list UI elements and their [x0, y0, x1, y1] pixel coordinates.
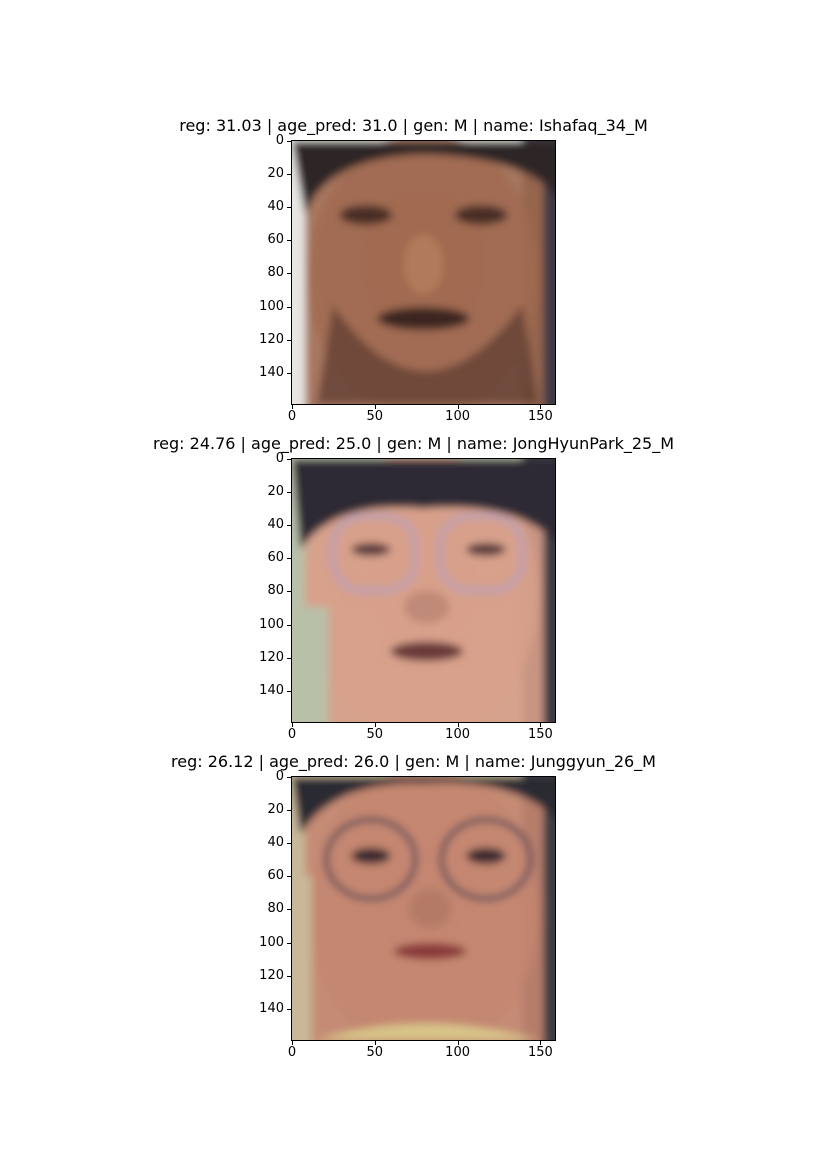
y-tick-label: 100	[259, 616, 284, 632]
y-tick-mark	[287, 492, 291, 494]
y-tick-label: 40	[267, 517, 284, 533]
y-tick-label: 140	[259, 364, 284, 380]
y-tick-label: 40	[267, 835, 284, 851]
face-photo	[292, 141, 555, 404]
x-tick-mark	[374, 1041, 376, 1045]
face-photo	[292, 777, 555, 1040]
y-tick-mark	[287, 459, 291, 460]
y-tick-mark	[287, 306, 291, 308]
x-tick-mark	[540, 723, 542, 727]
y-tick-mark	[287, 174, 291, 176]
y-tick-label: 20	[267, 802, 284, 818]
y-tick-mark	[287, 777, 291, 778]
y-tick-label: 0	[275, 133, 284, 148]
y-tick-label: 60	[267, 550, 284, 566]
y-tick-mark	[287, 240, 291, 242]
panel-title: reg: 26.12 | age_pred: 26.0 | gen: M | n…	[171, 752, 656, 771]
y-tick-mark	[287, 690, 291, 692]
x-tick-mark	[292, 405, 293, 409]
y-tick-mark	[287, 1008, 291, 1010]
y-tick-label: 80	[267, 265, 284, 281]
y-tick-mark	[287, 876, 291, 878]
y-tick-label: 120	[259, 331, 284, 347]
x-tick-label: 150	[527, 1045, 553, 1060]
x-tick-mark	[540, 405, 542, 409]
y-tick-label: 20	[267, 166, 284, 182]
y-tick-mark	[287, 273, 291, 275]
image-axes	[291, 458, 556, 723]
x-tick-label: 0	[287, 1045, 297, 1060]
y-tick-label: 60	[267, 232, 284, 248]
face-photo	[292, 459, 555, 722]
image-axes	[291, 776, 556, 1041]
x-tick-label: 0	[287, 409, 297, 424]
x-tick-label: 150	[527, 727, 553, 742]
x-tick-label: 100	[445, 409, 470, 424]
y-tick-label: 120	[259, 649, 284, 665]
x-tick-label: 50	[366, 727, 384, 742]
y-tick-label: 140	[259, 1000, 284, 1016]
x-tick-mark	[374, 723, 376, 727]
y-tick-mark	[287, 843, 291, 845]
y-tick-mark	[287, 141, 291, 142]
y-tick-label: 0	[275, 769, 284, 784]
y-tick-mark	[287, 591, 291, 593]
x-tick-mark	[540, 1041, 542, 1045]
y-tick-label: 20	[267, 484, 284, 500]
y-tick-label: 60	[267, 868, 284, 884]
y-tick-label: 120	[259, 967, 284, 983]
x-tick-mark	[292, 1041, 293, 1045]
y-tick-label: 80	[267, 901, 284, 917]
y-tick-label: 80	[267, 583, 284, 599]
y-tick-label: 140	[259, 682, 284, 698]
x-tick-label: 150	[527, 409, 553, 424]
y-tick-mark	[287, 339, 291, 341]
x-tick-mark	[457, 1041, 459, 1045]
x-tick-label: 50	[366, 1045, 384, 1060]
y-tick-label: 0	[275, 451, 284, 466]
y-tick-mark	[287, 909, 291, 911]
image-axes	[291, 140, 556, 405]
y-tick-mark	[287, 624, 291, 626]
x-tick-mark	[457, 723, 459, 727]
y-tick-label: 40	[267, 199, 284, 215]
y-tick-mark	[287, 975, 291, 977]
panel-title: reg: 31.03 | age_pred: 31.0 | gen: M | n…	[179, 116, 648, 135]
y-tick-mark	[287, 810, 291, 812]
y-tick-mark	[287, 525, 291, 527]
y-tick-mark	[287, 558, 291, 560]
x-tick-mark	[374, 405, 376, 409]
y-tick-mark	[287, 207, 291, 209]
x-tick-mark	[457, 405, 459, 409]
x-tick-label: 100	[445, 1045, 470, 1060]
x-tick-label: 50	[366, 409, 384, 424]
x-tick-label: 0	[287, 727, 297, 742]
y-tick-label: 100	[259, 298, 284, 314]
y-tick-mark	[287, 657, 291, 659]
panel-title: reg: 24.76 | age_pred: 25.0 | gen: M | n…	[152, 434, 675, 453]
y-tick-mark	[287, 942, 291, 944]
y-tick-mark	[287, 372, 291, 374]
x-tick-mark	[292, 723, 293, 727]
y-tick-label: 100	[259, 934, 284, 950]
x-tick-label: 100	[445, 727, 470, 742]
